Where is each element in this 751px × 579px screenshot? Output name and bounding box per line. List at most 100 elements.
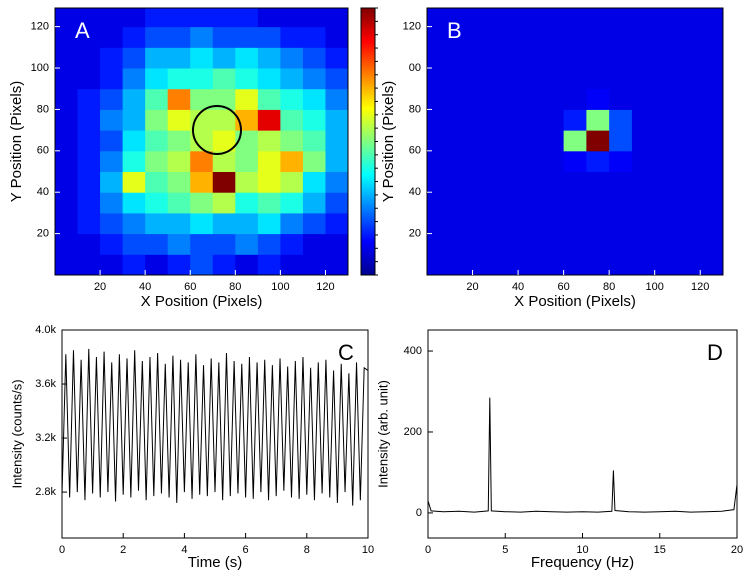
heat-cell — [325, 47, 348, 69]
heat-cell — [325, 68, 348, 90]
heat-cell — [55, 254, 79, 275]
heat-cell — [472, 68, 496, 90]
heat-cell — [677, 171, 701, 193]
heat-cell — [700, 109, 723, 131]
x-tick-label: 60 — [184, 281, 196, 293]
heat-cell — [654, 47, 678, 69]
heat-cell — [55, 109, 79, 131]
heat-cell — [167, 233, 191, 255]
heat-cell — [190, 47, 214, 69]
heat-cell — [55, 130, 79, 152]
heat-cell — [563, 88, 587, 110]
panel-label: A — [75, 18, 90, 43]
x-tick-label: 8 — [304, 544, 310, 556]
heat-cell — [449, 130, 474, 152]
heat-cell — [518, 68, 542, 90]
heat-cell — [449, 212, 474, 235]
heat-cell — [257, 212, 281, 235]
plot-frame — [54, 7, 349, 276]
heat-cell — [145, 254, 169, 275]
heat-cell — [495, 109, 519, 131]
heat-cell — [677, 233, 701, 255]
x-tick-label: 80 — [603, 281, 615, 293]
heat-cell — [325, 254, 348, 275]
x-tick-label: 0 — [425, 544, 431, 556]
heat-cell — [167, 150, 191, 173]
heat-cell — [609, 212, 633, 235]
heat-cell — [518, 192, 542, 214]
heat-cell — [100, 150, 124, 173]
heat-cell — [122, 68, 146, 90]
heat-cell — [495, 26, 519, 48]
heat-cell — [631, 8, 656, 28]
line — [428, 397, 737, 513]
heat-cell — [472, 192, 496, 214]
heat-cell — [280, 254, 304, 275]
heat-cell — [677, 8, 701, 28]
heat-cell — [212, 171, 236, 193]
heat-cell — [100, 233, 124, 255]
heat-cell — [631, 254, 656, 275]
heat-cell — [427, 8, 451, 28]
heat-cell — [540, 88, 565, 110]
heat-cell — [427, 150, 451, 173]
heat-cell — [280, 26, 304, 48]
x-tick-label: 10 — [576, 544, 588, 556]
heat-cell — [77, 130, 101, 152]
heat-cell — [563, 171, 587, 193]
heat-cell — [586, 26, 610, 48]
heat-cell — [100, 68, 124, 90]
heat-cell — [122, 26, 146, 48]
heat-cell — [472, 8, 496, 28]
heat-cell — [495, 254, 519, 275]
heat-cell — [302, 68, 326, 90]
heat-cell — [700, 192, 723, 214]
heat-cell — [540, 150, 565, 173]
heat-cell — [609, 233, 633, 255]
heat-cell — [190, 130, 214, 152]
heat-cell — [700, 8, 723, 28]
colorbar — [360, 7, 376, 276]
heat-cell — [586, 130, 610, 152]
heat-cell — [609, 26, 633, 48]
heat-cell — [586, 192, 610, 214]
x-tick-label: 6 — [243, 544, 249, 556]
heat-cell — [677, 109, 701, 131]
heat-cell — [427, 171, 451, 193]
x-tick-label: 60 — [557, 281, 569, 293]
heat-cell — [654, 109, 678, 131]
y-axis-label: Y Position (Pixels) — [380, 81, 397, 202]
heat-cell — [167, 254, 191, 275]
heat-cell — [677, 212, 701, 235]
heat-cell — [212, 109, 236, 131]
heat-cell — [77, 171, 101, 193]
heat-cell — [427, 192, 451, 214]
heat-cell — [518, 8, 542, 28]
heat-cell — [77, 254, 101, 275]
heat-cell — [586, 88, 610, 110]
heat-cell — [145, 171, 169, 193]
heat-cell — [122, 171, 146, 193]
y-tick-label: 3.6k — [35, 378, 56, 390]
plot-frame — [61, 329, 369, 539]
heat-cell — [325, 192, 348, 214]
heat-cell — [325, 233, 348, 255]
heat-cell — [654, 8, 678, 28]
heat-cell — [518, 212, 542, 235]
heat-cell — [609, 88, 633, 110]
x-axis-label: X Position (Pixels) — [514, 293, 636, 310]
line — [62, 348, 368, 506]
y-tick-label: 80 — [409, 103, 421, 115]
plot-area — [428, 397, 737, 513]
heat-cell — [540, 212, 565, 235]
heat-cell — [654, 68, 678, 90]
heat-cell — [325, 212, 348, 235]
y-tick-label: 100 — [31, 62, 49, 74]
heat-cell — [212, 212, 236, 235]
heat-cell — [145, 8, 169, 28]
y-tick-label: 40 — [37, 186, 49, 198]
heat-cell — [212, 26, 236, 48]
heat-cell — [518, 26, 542, 48]
heat-cell — [77, 150, 101, 173]
